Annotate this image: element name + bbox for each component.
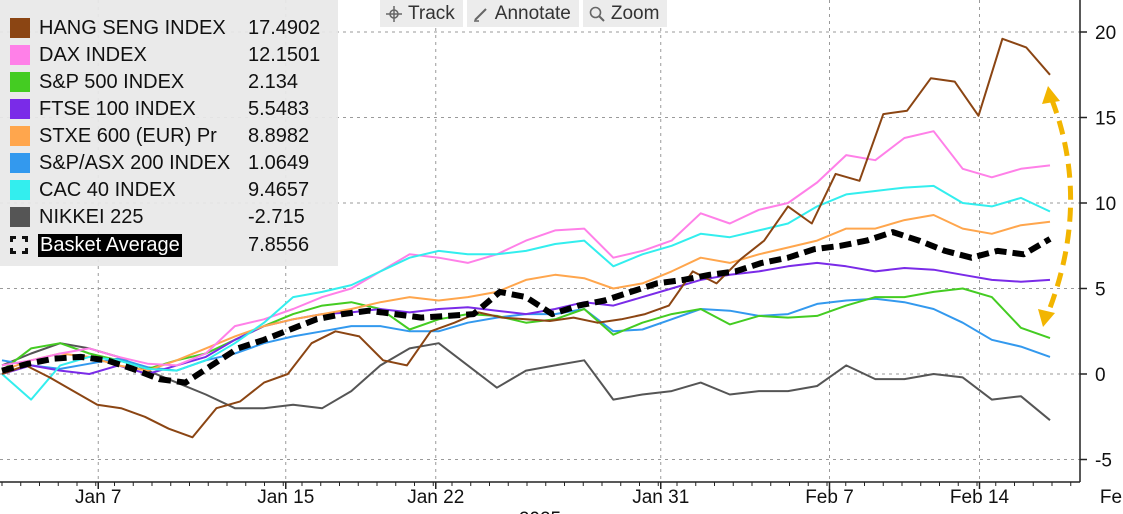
double-arrow-icon (1043, 99, 1074, 319)
series-line-dax-index (1, 130, 1051, 367)
arrow-head-up-icon (1042, 86, 1060, 104)
legend-item-hang-seng[interactable]: HANG SENG INDEX 17.4902 (10, 15, 336, 41)
legend-series-name: S&P/ASX 200 INDEX (39, 151, 231, 174)
legend-series-name: HANG SENG INDEX (39, 16, 226, 39)
series-line-hang-seng-index (1, 37, 1051, 439)
legend-series-value: 17.4902 (248, 16, 321, 39)
zoom-button[interactable]: Zoom (582, 0, 668, 27)
magnifier-icon (589, 6, 605, 22)
y-tick-label: 20 (1095, 23, 1116, 44)
x-tick-label: Jan 15 (257, 487, 314, 508)
y-tick-label: 0 (1095, 365, 1106, 386)
legend-item-asx200[interactable]: S&P/ASX 200 INDEX 1.0649 (10, 150, 336, 176)
x-tick-label: Feb 14 (950, 487, 1010, 508)
arrow-head-down-icon (1038, 309, 1055, 327)
legend-swatch (10, 180, 30, 200)
legend-swatch (10, 207, 30, 227)
legend-series-name: CAC 40 INDEX (39, 178, 176, 201)
legend-swatch-dashed (10, 236, 28, 254)
x-axis-label: 2025 (519, 509, 561, 514)
legend-swatch (10, 153, 30, 173)
y-tick-label: 10 (1095, 194, 1116, 215)
legend-series-name: S&P 500 INDEX (39, 70, 185, 93)
y-tick-label: 15 (1095, 109, 1116, 130)
legend-item-sp500[interactable]: S&P 500 INDEX 2.134 (10, 69, 336, 95)
legend: HANG SENG INDEX 17.4902 DAX INDEX 12.150… (0, 0, 338, 266)
crosshair-icon (386, 5, 402, 22)
legend-series-name: DAX INDEX (39, 43, 147, 66)
legend-series-name: FTSE 100 INDEX (39, 97, 196, 120)
track-label: Track (408, 2, 455, 24)
legend-series-name: Basket Average (38, 233, 182, 257)
legend-item-stxe600[interactable]: STXE 600 (EUR) Pr 8.8982 (10, 123, 336, 149)
series-line-cac-40-index (1, 184, 1051, 401)
track-button[interactable]: Track (380, 0, 463, 27)
legend-item-ftse100[interactable]: FTSE 100 INDEX 5.5483 (10, 96, 336, 122)
series-line-s-p-asx-200-index (1, 297, 1051, 372)
legend-series-value: 9.4657 (248, 178, 310, 201)
legend-item-basket-average[interactable]: Basket Average 7.8556 (10, 232, 336, 258)
y-tick-label: 5 (1095, 280, 1106, 301)
x-tick-label: Jan 22 (407, 487, 464, 508)
x-tick-labels: Jan 7 Jan 15 Jan 22 Jan 31 Feb 7 Feb 14 Feb 21… (1, 482, 1123, 514)
legend-swatch (10, 18, 30, 38)
annotate-label: Annotate (494, 2, 571, 24)
axes (0, 0, 1081, 483)
legend-swatch (10, 72, 30, 92)
legend-series-value: -2.715 (248, 205, 305, 228)
series-line-stxe-600-eur-pr (1, 214, 1051, 372)
legend-series-value: 2.134 (248, 70, 299, 93)
legend-series-value: 1.0649 (248, 151, 310, 174)
x-tick-label: Feb 7 (805, 487, 854, 508)
x-tick-label: Feb 21 (1100, 487, 1123, 508)
legend-swatch (10, 99, 30, 119)
legend-series-value: 12.1501 (248, 43, 321, 66)
legend-series-value: 7.8556 (248, 233, 310, 256)
annotate-button[interactable]: Annotate (466, 0, 579, 27)
legend-series-value: 8.8982 (248, 124, 310, 147)
legend-item-dax[interactable]: DAX INDEX 12.1501 (10, 42, 336, 68)
legend-swatch (10, 126, 30, 146)
legend-item-cac40[interactable]: CAC 40 INDEX 9.4657 (10, 177, 336, 203)
y-tick-label: -5 (1095, 451, 1112, 472)
legend-item-nikkei225[interactable]: NIKKEI 225 -2.715 (10, 204, 336, 230)
x-tick-label: Jan 31 (632, 487, 689, 508)
y-tick-labels: -5 0 5 10 15 20 (1080, 23, 1116, 472)
series-lines (1, 37, 1052, 439)
series-line-basket-average (1, 229, 1052, 386)
legend-series-name: STXE 600 (EUR) Pr (39, 124, 217, 147)
legend-series-value: 5.5483 (248, 97, 310, 120)
pencil-icon (473, 7, 487, 22)
annotation-arrow (1038, 86, 1074, 327)
zoom-label: Zoom (610, 2, 660, 24)
series-line-nikkei-225 (1, 342, 1051, 421)
chart-toolbar: Track Annotate Zoom (380, 0, 668, 27)
legend-swatch (10, 45, 30, 65)
x-tick-label: Jan 7 (75, 487, 121, 508)
legend-series-name: NIKKEI 225 (39, 205, 144, 228)
